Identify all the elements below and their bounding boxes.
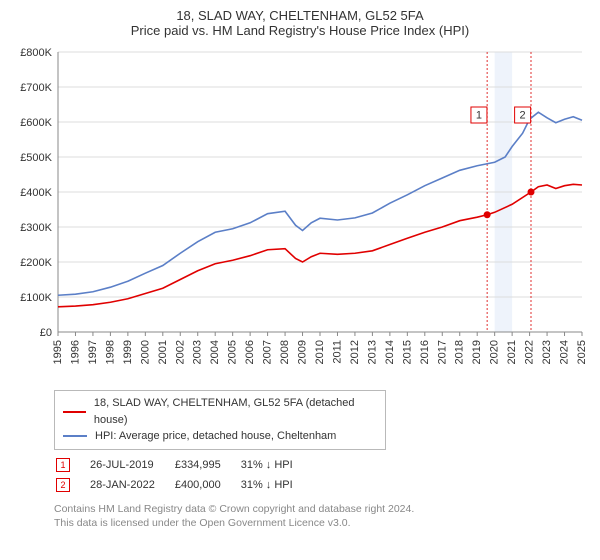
x-tick-label: 1999 [122, 340, 134, 364]
y-tick-label: £300K [20, 222, 52, 234]
x-tick-label: 2001 [157, 340, 169, 364]
line-chart-svg: £0 £100K £200K £300K £400K £500K £600K £700K £80… [10, 44, 590, 384]
x-tick-label: 2019 [471, 340, 483, 364]
y-tick-label: £100K [20, 292, 52, 304]
event-point [484, 211, 491, 218]
x-tick-label: 2012 [349, 340, 361, 364]
x-tick-label: 2023 [541, 340, 553, 364]
legend-row: HPI: Average price, detached house, Chel… [63, 428, 377, 445]
chart-title-line1: 18, SLAD WAY, CHELTENHAM, GL52 5FA [10, 8, 590, 23]
x-tick-label: 2013 [366, 340, 378, 364]
x-tick-label: 1996 [69, 340, 81, 364]
x-tick-label: 2017 [436, 340, 448, 364]
footnote-line2: This data is licensed under the Open Gov… [54, 516, 590, 530]
event-marker-cell: 1 [56, 458, 70, 472]
x-tick-label: 2006 [244, 340, 256, 364]
x-tick-label: 2007 [262, 340, 274, 364]
x-tick-label: 2011 [331, 340, 343, 364]
event-marker-num: 1 [476, 110, 482, 122]
legend-swatch [63, 411, 86, 413]
x-tick-label: 2002 [174, 340, 186, 364]
legend-label: HPI: Average price, detached house, Chel… [95, 428, 336, 445]
y-tick-label: £0 [40, 327, 52, 339]
footnote-line1: Contains HM Land Registry data © Crown c… [54, 502, 590, 516]
chart-container: 18, SLAD WAY, CHELTENHAM, GL52 5FA Price… [0, 0, 600, 536]
x-tick-label: 2016 [419, 340, 431, 364]
y-tick-label: £500K [20, 152, 52, 164]
events-table: 1 26-JUL-2019£334,99531% ↓ HPI 2 28-JAN-202… [54, 454, 313, 496]
legend: 18, SLAD WAY, CHELTENHAM, GL52 5FA (deta… [54, 390, 386, 450]
x-tick-label: 2015 [401, 340, 413, 364]
event-marker-num: 2 [520, 110, 526, 122]
footnote: Contains HM Land Registry data © Crown c… [54, 502, 590, 530]
x-tick-label: 2020 [489, 340, 501, 364]
x-tick-label: 2018 [454, 340, 466, 364]
event-delta: 31% ↓ HPI [241, 456, 311, 474]
x-tick-label: 2021 [506, 340, 518, 364]
x-tick-label: 2009 [297, 340, 309, 364]
chart-plot-area: £0 £100K £200K £300K £400K £500K £600K £700K £80… [10, 44, 590, 384]
x-tick-label: 2003 [192, 340, 204, 364]
chart-title-line2: Price paid vs. HM Land Registry's House … [10, 23, 590, 38]
x-tick-label: 2014 [384, 340, 396, 364]
event-date: 26-JUL-2019 [90, 456, 173, 474]
legend-row: 18, SLAD WAY, CHELTENHAM, GL52 5FA (deta… [63, 395, 377, 428]
x-tick-label: 2010 [314, 340, 326, 364]
y-tick-label: £400K [20, 187, 52, 199]
event-row: 1 26-JUL-2019£334,99531% ↓ HPI [56, 456, 311, 474]
legend-swatch [63, 435, 87, 437]
x-tick-label: 2025 [576, 340, 588, 364]
x-tick-label: 1995 [52, 340, 64, 364]
x-tick-label: 2024 [559, 340, 571, 364]
x-tick-label: 2005 [227, 340, 239, 364]
x-tick-label: 2008 [279, 340, 291, 364]
event-date: 28-JAN-2022 [90, 476, 173, 494]
event-price: £334,995 [175, 456, 239, 474]
x-tick-label: 2004 [209, 340, 221, 364]
x-tick-label: 2022 [524, 340, 536, 364]
event-marker-cell: 2 [56, 478, 70, 492]
event-price: £400,000 [175, 476, 239, 494]
legend-label: 18, SLAD WAY, CHELTENHAM, GL52 5FA (deta… [94, 395, 377, 428]
x-tick-label: 1998 [104, 340, 116, 364]
y-tick-label: £700K [20, 82, 52, 94]
y-tick-label: £200K [20, 257, 52, 269]
x-tick-label: 2000 [139, 340, 151, 364]
x-tick-label: 1997 [87, 340, 99, 364]
event-row: 2 28-JAN-2022£400,00031% ↓ HPI [56, 476, 311, 494]
y-tick-label: £600K [20, 117, 52, 129]
event-delta: 31% ↓ HPI [241, 476, 311, 494]
y-tick-label: £800K [20, 47, 52, 59]
event-point [527, 189, 534, 196]
